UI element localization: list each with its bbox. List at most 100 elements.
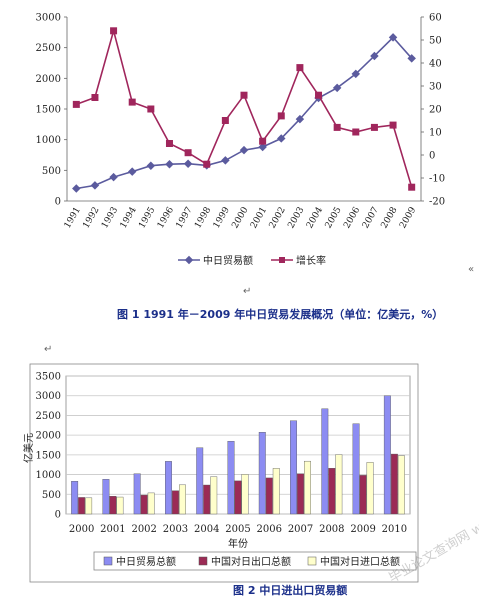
chart-2-bars [71, 395, 405, 515]
trade-point [146, 161, 156, 170]
chart-2-caption: 图 2 中日进出口贸易额 [233, 583, 347, 597]
y-tick-label: 3000 [36, 391, 61, 402]
bar-series-2 [304, 460, 311, 515]
bar-series-0 [352, 423, 360, 515]
left-tick-label: 3000 [36, 13, 61, 24]
x-tick-label: 2010 [382, 524, 407, 535]
y-tick-label: 1500 [36, 450, 61, 461]
growth-point [128, 98, 136, 106]
right-tick-label: 10 [429, 128, 442, 139]
left-tick-label: 500 [42, 166, 61, 177]
y-tick-label: 500 [42, 490, 61, 501]
bar-series-0 [102, 479, 110, 515]
legend-box [93, 551, 417, 571]
bar-series-2 [272, 468, 280, 515]
left-tick-label: 2500 [36, 43, 61, 54]
growth-point [352, 128, 360, 136]
bar-series-1 [390, 453, 398, 515]
x-tick-label: 2006 [257, 524, 282, 535]
x-tick-label: 2001 [249, 206, 269, 231]
x-tick-label: 1999 [212, 205, 232, 230]
trade-point [258, 142, 267, 152]
trade-point [351, 69, 361, 79]
chart-1-plot-area [66, 17, 422, 202]
bar-series-1 [328, 468, 336, 515]
x-tick-label: 2002 [131, 524, 156, 535]
right-tick-label: 50 [429, 36, 442, 47]
chart-2-y-axis-label: 亿美元 [22, 433, 35, 463]
bar-series-1 [109, 496, 117, 515]
chart-2-border [29, 363, 419, 583]
bar-series-0 [196, 447, 204, 515]
growth-point [91, 94, 99, 101]
trade-point [72, 184, 81, 193]
growth-point [370, 123, 378, 131]
return-mark-2: ↵ [44, 344, 52, 355]
bar-series-2 [179, 484, 186, 515]
growth-point [72, 100, 80, 108]
x-tick-label: 1991 [63, 206, 83, 231]
trade-point [183, 159, 193, 168]
chart-2-x-axis-ticks: 2000 2001 2002 2003 2004 2005 2006 2007 2008 2009… [69, 524, 407, 535]
bar-series-2 [210, 476, 218, 515]
x-tick-label: 2004 [305, 205, 325, 230]
trade-point [239, 145, 249, 155]
legend-label-trade: 中日贸易额 [203, 254, 253, 267]
left-tick-label: 0 [55, 197, 61, 208]
legend-label-import: 中国对日进口总额 [320, 555, 400, 568]
trade-point [295, 114, 305, 124]
right-tick-label: 60 [429, 13, 442, 24]
bar-series-2 [147, 492, 155, 515]
series-line-0 [76, 36, 413, 190]
chart-2-x-axis-label: 年份 [228, 537, 248, 550]
growth-point [184, 149, 192, 157]
growth-point [296, 64, 304, 72]
x-tick-label: 1992 [81, 206, 101, 231]
x-tick-label: 2007 [288, 524, 313, 535]
return-mark: ↵ [243, 286, 251, 297]
chart-1-left-axis-ticks: 0 500 1000 1500 2000 2500 3000 [36, 13, 67, 208]
chart-1-caption: 图 1 1991 年－2009 年中日贸易发展概况（单位：亿美元，%） [117, 307, 443, 321]
x-tick-label: 1997 [175, 205, 195, 230]
bar-series-1 [297, 473, 304, 515]
growth-point [221, 117, 229, 124]
bar-series-0 [290, 420, 297, 515]
legend-label-export: 中国对日出口总额 [211, 555, 291, 568]
x-tick-label: 2003 [286, 205, 306, 230]
chart-1-x-axis-ticks: 1991199219931994199519961997199819992000… [63, 205, 419, 230]
growth-point [277, 112, 285, 120]
trade-point [165, 159, 174, 169]
chart-1-legend: 中日贸易额 增长率 [178, 254, 326, 267]
x-tick-label: 2002 [268, 206, 288, 231]
legend-label-total: 中日贸易总额 [116, 555, 176, 568]
bar-series-2 [397, 455, 405, 515]
x-tick-label: 2001 [100, 524, 125, 535]
legend-swatch-import [307, 556, 317, 566]
right-tick-label: -20 [429, 197, 445, 208]
right-tick-label: 40 [429, 59, 442, 70]
bar-series-0 [258, 432, 266, 515]
x-tick-label: 1994 [119, 205, 139, 230]
x-tick-label: 2007 [361, 205, 381, 230]
bar-series-1 [78, 497, 86, 515]
bar-series-0 [383, 395, 391, 515]
x-tick-label: 2000 [230, 205, 250, 230]
legend-label-growth: 增长率 [296, 254, 326, 267]
y-tick-label: 0 [55, 510, 61, 521]
x-tick-label: 2009 [398, 205, 418, 230]
chart-2-legend: 中日贸易总额 中国对日出口总额 中国对日进口总额 [93, 551, 417, 571]
y-tick-label: 3500 [36, 372, 61, 383]
bar-series-2 [366, 462, 374, 515]
legend-swatch-export [198, 556, 208, 566]
right-tick-label: -10 [429, 174, 445, 185]
x-tick-label: 1998 [193, 205, 213, 230]
bar-series-1 [265, 477, 273, 515]
bar-series-2 [335, 454, 343, 515]
chart-1-series [72, 27, 416, 193]
left-tick-label: 1000 [36, 135, 61, 146]
series-line-1 [76, 27, 413, 188]
growth-point [240, 91, 248, 99]
x-tick-label: 2005 [225, 524, 250, 535]
growth-point [259, 137, 267, 145]
